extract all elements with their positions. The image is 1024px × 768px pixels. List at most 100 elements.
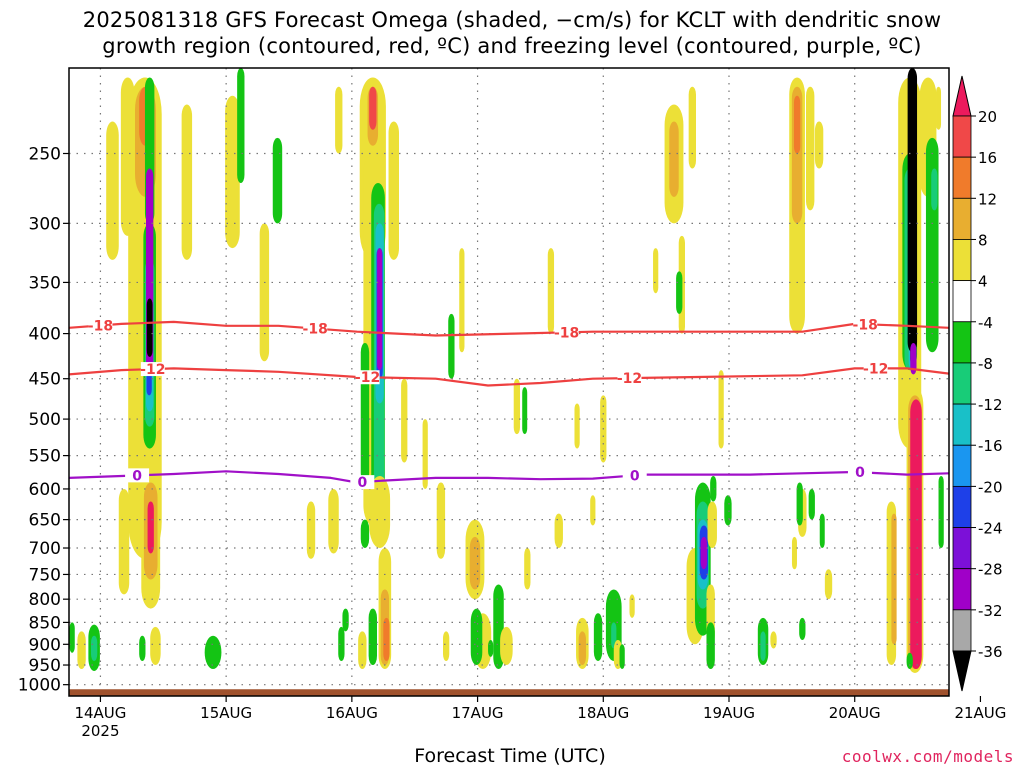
shade-yellow: [306, 501, 316, 559]
colorbar: 20 16 12 8 4 -4 -8 -12 -16 -20 -24 -28 -32 -36: [952, 75, 1003, 692]
colorbar-label: -24: [978, 520, 1003, 538]
shade-green: [338, 626, 345, 661]
y-tick-label: 650: [29, 511, 61, 531]
shade-green: [272, 137, 283, 224]
shade-green: [139, 635, 146, 661]
colorbar-label: -8: [978, 355, 993, 373]
x-tick-label: 19AUG: [703, 704, 755, 722]
shade-yellow: [718, 370, 724, 449]
colorbar-label: 16: [978, 149, 997, 167]
colorbar-label: -32: [978, 602, 1003, 620]
shade-yellow: [554, 513, 563, 549]
colorbar-label: 4: [978, 273, 988, 291]
colorbar-label: -28: [978, 561, 1003, 579]
shade-tan: [578, 631, 586, 666]
colorbar-swatch: [952, 527, 972, 570]
y-tick-label: 900: [29, 635, 61, 655]
shade-purple: [910, 343, 917, 375]
shade-yellow: [500, 626, 513, 666]
shade-yellow: [806, 86, 815, 211]
shade-teal: [760, 631, 766, 661]
contour-label--12: -12: [355, 370, 380, 386]
shade-green: [522, 387, 528, 435]
y-tick-label: 500: [29, 410, 61, 430]
y-tick-label: 700: [29, 539, 61, 559]
x-tick-label: 21AUG: [954, 704, 1006, 722]
colorbar-swatch: [952, 444, 972, 487]
shade-yellow: [106, 121, 119, 260]
shade-green: [676, 271, 683, 314]
contour-label-bg: [125, 468, 150, 483]
shade-yellow: [443, 631, 450, 661]
contour-label-bg: [350, 475, 375, 490]
contour-label-bg: [355, 370, 380, 385]
x-tick-label: 14AUG: [74, 704, 126, 722]
shade-green: [906, 652, 913, 670]
shade-green: [342, 608, 349, 632]
shade-green: [619, 644, 625, 670]
shade-green: [808, 488, 815, 520]
colorbar-swatch: [952, 362, 972, 405]
contour-line-0: [69, 470, 949, 484]
ground-below-surface: [69, 689, 949, 696]
shade-yellow: [574, 403, 580, 449]
shade-yellow: [259, 223, 270, 362]
shade-green: [488, 640, 494, 657]
shade-green: [448, 313, 455, 379]
shade-yellow: [513, 378, 520, 435]
x-tick-label: 20AUG: [829, 704, 881, 722]
y-tick-label: 450: [29, 370, 61, 390]
shade-yellow: [707, 501, 717, 549]
colorbar-label: 12: [978, 190, 997, 208]
shade-yellow: [328, 488, 339, 554]
contour-line--12: [69, 367, 949, 387]
shade-orange: [793, 95, 801, 154]
shade-teal: [611, 622, 617, 649]
y-tick-label: 950: [29, 656, 61, 676]
shade-yellow: [770, 631, 777, 649]
colorbar-label: -4: [978, 314, 993, 332]
x-axis-label: Forecast Time (UTC): [414, 745, 606, 767]
contour-label--18: -18: [88, 318, 113, 334]
x-tick-label: 16AUG: [326, 704, 378, 722]
shade-green: [938, 475, 944, 549]
chart-title-line2: growth region (contoured, red, ºC) and f…: [102, 34, 922, 58]
colorbar-swatch: [952, 568, 972, 611]
shade-yellow: [369, 475, 391, 549]
y-tick-label: 750: [29, 565, 61, 585]
contour-label-bg: [863, 361, 888, 376]
y-axis: 2503003504004505005506006507007508008509…: [18, 144, 69, 696]
shade-yellow: [524, 548, 531, 590]
x-tick-label: 18AUG: [577, 704, 629, 722]
x-tick-sublabel: 2025: [81, 722, 119, 740]
contour-label--12: -12: [140, 362, 165, 378]
plot-frame: [68, 67, 950, 697]
shade-yellow: [225, 95, 240, 249]
contour-label-0: 0: [132, 468, 142, 484]
y-tick-label: 250: [29, 144, 61, 164]
shade-green: [368, 608, 377, 666]
shade-yellow: [653, 248, 659, 294]
shade-yellow: [388, 121, 399, 260]
contour-label--12: -12: [617, 371, 642, 387]
x-tick-label: 17AUG: [452, 704, 504, 722]
y-tick-label: 400: [29, 325, 61, 345]
y-tick-label: 600: [29, 480, 61, 500]
shade-tan: [669, 121, 679, 197]
y-tick-label: 550: [29, 447, 61, 467]
y-tick-label: 1000: [18, 676, 61, 696]
contour-label-bg: [554, 325, 579, 340]
colorbar-swatch: [952, 115, 972, 158]
contour-label-0: 0: [630, 468, 640, 484]
shade-yellow: [150, 626, 161, 666]
shade-red: [369, 86, 377, 130]
source-credit: coolwx.com/models: [841, 747, 1014, 766]
contour-label-bg: [853, 317, 878, 332]
colorbar-swatch: [952, 485, 972, 528]
shade-orange: [383, 617, 390, 661]
omega-shading: [69, 68, 944, 674]
shade-purple: [377, 248, 383, 371]
shade-black: [146, 298, 153, 357]
shade-yellow: [401, 378, 408, 463]
